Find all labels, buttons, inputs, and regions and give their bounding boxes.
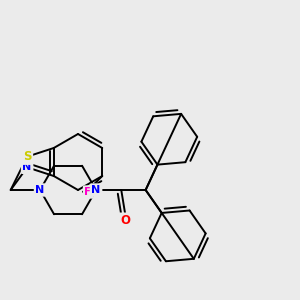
Text: N: N [22,162,32,172]
Text: S: S [23,150,32,163]
Text: F: F [85,187,92,197]
Text: O: O [121,214,130,227]
Text: N: N [92,185,101,195]
Text: N: N [35,185,45,195]
